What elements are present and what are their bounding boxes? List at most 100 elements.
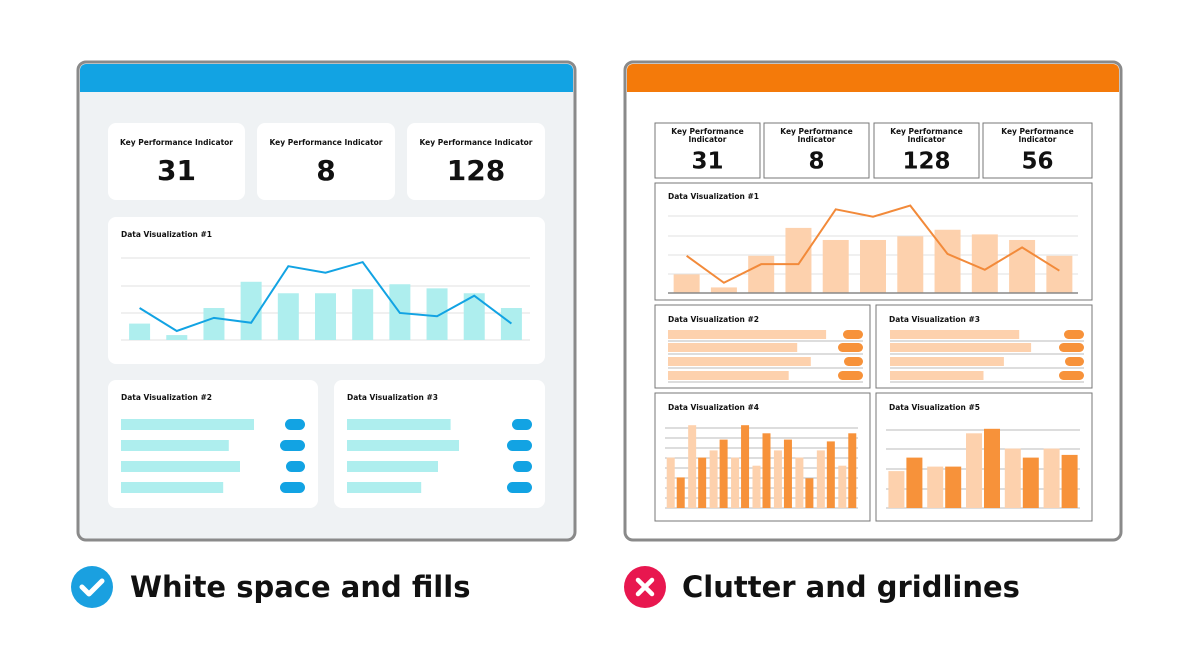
bar xyxy=(352,289,374,340)
viz-title: Data Visualization #2 xyxy=(121,393,212,402)
card xyxy=(257,123,395,200)
viz-title: Data Visualization #3 xyxy=(347,393,438,402)
bar xyxy=(668,343,798,352)
kpi-label: Key Performance Indicator xyxy=(269,138,382,147)
bar xyxy=(121,482,224,493)
bar xyxy=(783,439,792,508)
check-icon xyxy=(71,566,113,608)
bar xyxy=(748,255,775,293)
bar xyxy=(463,293,485,340)
bar xyxy=(347,419,451,430)
bar xyxy=(673,274,700,293)
kpi-label: Key Performance Indicator xyxy=(1001,128,1074,144)
pill xyxy=(843,330,863,339)
pill xyxy=(1064,330,1084,339)
bar xyxy=(500,308,522,340)
kpi-value: 128 xyxy=(902,149,950,175)
dashboard-header xyxy=(80,64,573,92)
bar xyxy=(888,471,905,508)
bar xyxy=(945,466,962,508)
kpi-label-box: Key Performance Indicator xyxy=(780,128,853,144)
bar xyxy=(698,457,707,508)
kpi-label-box: Key Performance Indicator xyxy=(890,128,963,144)
caption-bad: Clutter and gridlines xyxy=(682,570,1020,604)
bar xyxy=(731,457,740,508)
viz-title: Data Visualization #1 xyxy=(121,230,212,239)
bar xyxy=(668,357,811,366)
dashboard-header xyxy=(627,64,1119,92)
bar xyxy=(347,461,438,472)
box xyxy=(982,122,1093,179)
kpi-value: 8 xyxy=(316,154,335,187)
line xyxy=(686,204,1060,284)
kpi-value: 56 xyxy=(1021,149,1053,175)
cross-mark xyxy=(635,577,655,597)
card xyxy=(108,123,245,200)
pill xyxy=(838,371,863,380)
kpi-label: Key Performance Indicator xyxy=(890,128,963,144)
bar xyxy=(166,335,188,340)
kpi-value: 128 xyxy=(447,154,505,187)
bar xyxy=(129,323,151,340)
bar xyxy=(1004,448,1021,508)
bar xyxy=(795,457,804,508)
bar xyxy=(121,419,254,430)
viz-title: Data Visualization #3 xyxy=(889,315,980,324)
bar xyxy=(966,433,982,508)
pill xyxy=(286,461,305,472)
bar xyxy=(1009,239,1036,293)
bar xyxy=(890,343,1032,352)
bar xyxy=(676,477,685,508)
bar xyxy=(752,465,761,508)
line xyxy=(139,260,513,333)
bar xyxy=(927,466,944,508)
pill xyxy=(838,343,863,352)
bar xyxy=(860,239,886,293)
box xyxy=(654,122,761,179)
box xyxy=(873,122,980,179)
kpi-value: 31 xyxy=(157,154,196,187)
pill xyxy=(513,461,532,472)
pill xyxy=(280,482,305,493)
bar xyxy=(203,308,225,340)
pill xyxy=(512,419,532,430)
bar xyxy=(121,461,240,472)
pill xyxy=(844,357,863,366)
bar xyxy=(668,330,827,339)
pill xyxy=(1065,357,1084,366)
pill xyxy=(1059,371,1084,380)
card xyxy=(407,123,545,200)
box xyxy=(763,122,870,179)
bar xyxy=(984,428,1000,508)
kpi-label: Key Performance Indicator xyxy=(671,128,744,144)
pill xyxy=(1059,343,1084,352)
bar xyxy=(1043,448,1060,508)
bar xyxy=(426,288,448,340)
pill xyxy=(507,440,532,451)
bar xyxy=(826,441,835,508)
bar xyxy=(890,357,1004,366)
bar xyxy=(890,371,984,380)
bar xyxy=(1061,454,1078,508)
bar xyxy=(897,236,924,293)
kpi-label: Key Performance Indicator xyxy=(419,138,532,147)
bar xyxy=(785,227,812,293)
kpi-value: 31 xyxy=(691,149,723,175)
kpi-value: 8 xyxy=(808,149,824,175)
bar xyxy=(848,433,857,508)
kpi-label: Key Performance Indicator xyxy=(120,138,233,147)
bar xyxy=(277,293,299,340)
bar xyxy=(347,440,459,451)
bar xyxy=(710,287,737,293)
bar xyxy=(315,293,336,340)
bar xyxy=(668,371,789,380)
bar xyxy=(347,482,422,493)
viz-title: Data Visualization #5 xyxy=(889,403,980,412)
kpi-label: Key Performance Indicator xyxy=(780,128,853,144)
bar xyxy=(1022,457,1039,508)
kpi-label-box: Key Performance Indicator xyxy=(671,128,744,144)
check-mark xyxy=(79,578,105,597)
viz-title: Data Visualization #2 xyxy=(668,315,759,324)
kpi-label-box: Key Performance Indicator xyxy=(1001,128,1074,144)
caption-good: White space and fills xyxy=(130,570,470,604)
